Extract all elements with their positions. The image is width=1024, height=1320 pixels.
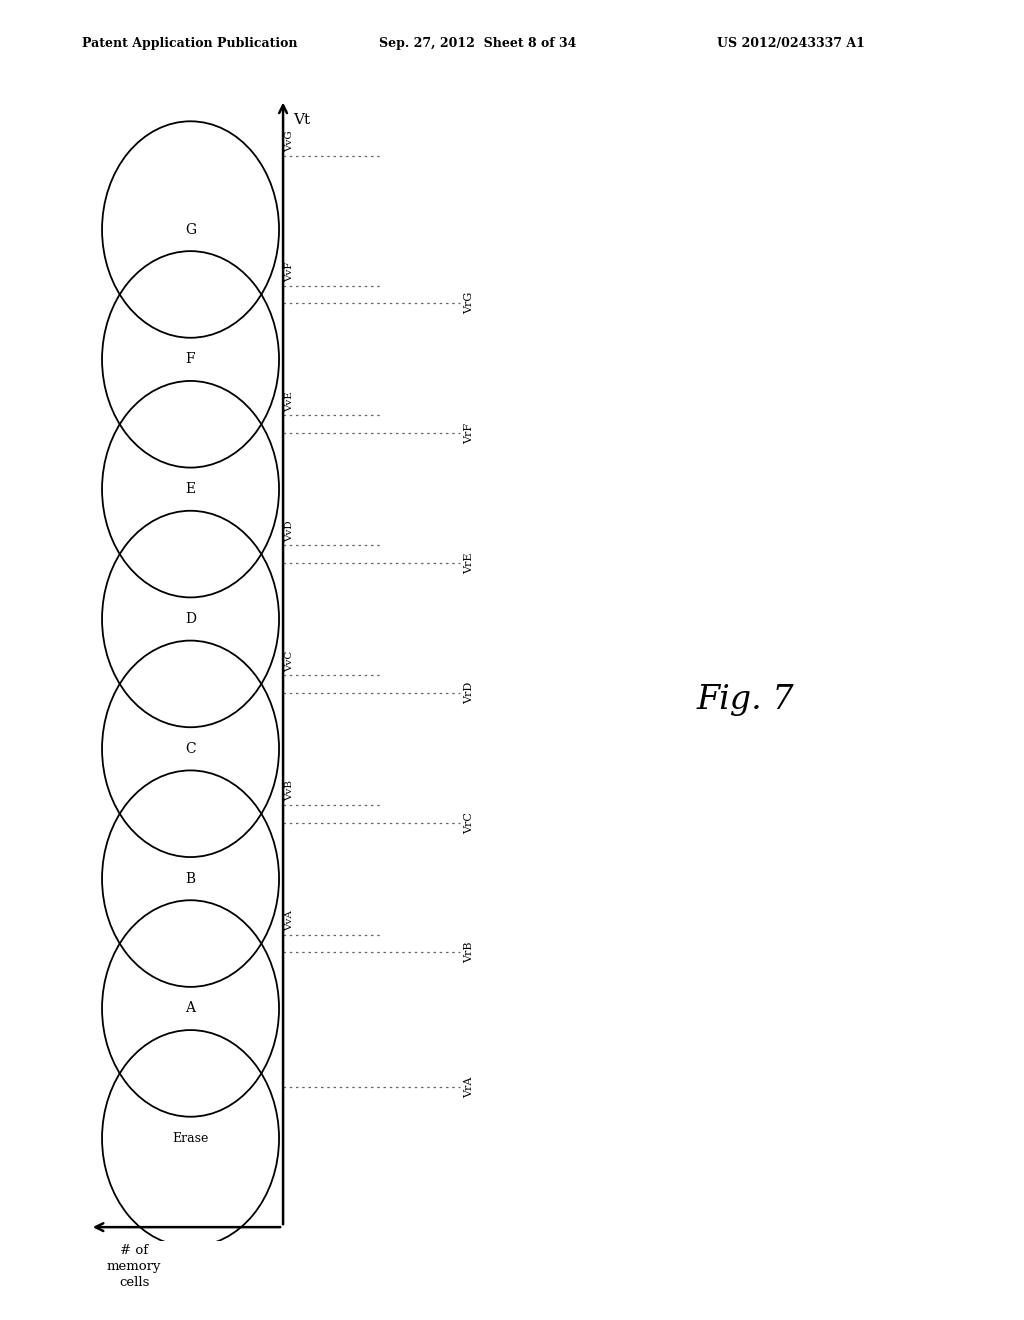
Text: F: F [185,352,196,367]
Text: C: C [185,742,196,756]
Text: Fig. 7: Fig. 7 [696,684,794,715]
Text: VrD: VrD [464,681,474,704]
Text: VrC: VrC [464,812,474,833]
Text: VrG: VrG [464,292,474,314]
Text: # of
memory
cells: # of memory cells [106,1245,162,1290]
Text: VvE: VvE [285,391,294,412]
Text: B: B [185,871,196,886]
Text: VvG: VvG [285,131,294,152]
Text: D: D [185,612,196,626]
Text: E: E [185,482,196,496]
Text: G: G [185,223,197,236]
Text: VvD: VvD [285,520,294,541]
Text: VrF: VrF [464,422,474,444]
Text: VvC: VvC [285,651,294,672]
Text: VrE: VrE [464,552,474,574]
Text: VrA: VrA [464,1077,474,1098]
Text: VrB: VrB [464,941,474,964]
Text: US 2012/0243337 A1: US 2012/0243337 A1 [717,37,864,50]
Text: VvB: VvB [285,780,294,801]
Text: Sep. 27, 2012  Sheet 8 of 34: Sep. 27, 2012 Sheet 8 of 34 [379,37,577,50]
Text: VvA: VvA [285,911,294,932]
Text: Vt: Vt [293,114,310,127]
Text: Patent Application Publication: Patent Application Publication [82,37,297,50]
Text: A: A [185,1002,196,1015]
Text: VvF: VvF [285,261,294,282]
Text: Erase: Erase [172,1131,209,1144]
